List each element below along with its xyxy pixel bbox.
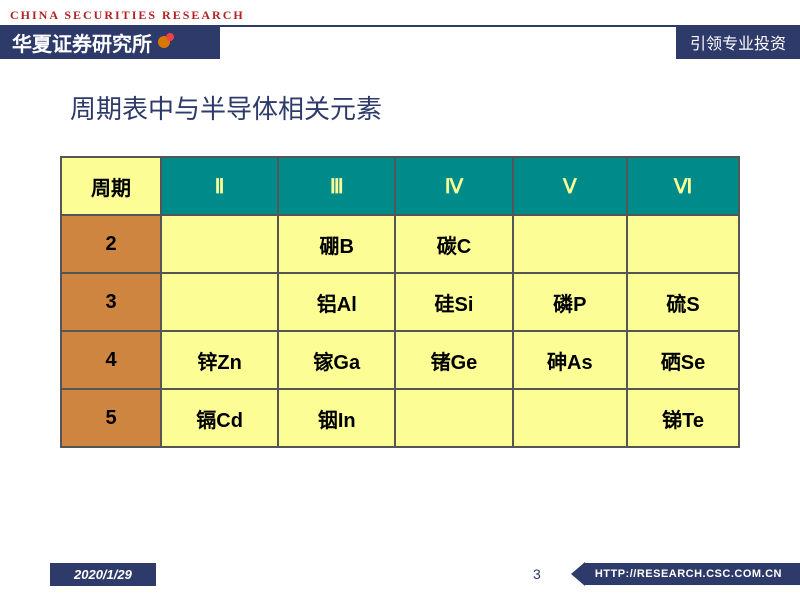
triangle-icon: [571, 562, 585, 586]
element-cell: [513, 389, 628, 447]
element-cell: [395, 389, 512, 447]
col-header: Ⅵ: [627, 157, 739, 215]
footer-url-block: HTTP://RESEARCH.CSC.COM.CN: [571, 562, 800, 586]
tagline: 引领专业投资: [676, 25, 800, 59]
element-cell: [627, 215, 739, 273]
element-cell: 硼B: [278, 215, 395, 273]
footer-date: 2020/1/29: [50, 563, 156, 586]
periodic-table: 周期 Ⅱ Ⅲ Ⅳ Ⅴ Ⅵ 2 硼B 碳C 3 铝Al 硅Si 磷P 硫S 4 锌…: [60, 156, 740, 448]
table-corner: 周期: [61, 157, 161, 215]
element-cell: 磷P: [513, 273, 628, 331]
element-cell: 硒Se: [627, 331, 739, 389]
row-header: 3: [61, 273, 161, 331]
element-cell: 铟In: [278, 389, 395, 447]
element-cell: [161, 273, 278, 331]
brand-chinese-block: 华夏证券研究所: [0, 25, 220, 59]
element-cell: 锑Te: [627, 389, 739, 447]
element-cell: [161, 215, 278, 273]
slide-title: 周期表中与半导体相关元素: [70, 89, 800, 126]
header-divider: [220, 25, 676, 59]
element-cell: [513, 215, 628, 273]
footer: 2020/1/29 3 HTTP://RESEARCH.CSC.COM.CN: [0, 562, 800, 586]
col-header: Ⅴ: [513, 157, 628, 215]
header-bar: 华夏证券研究所 引领专业投资: [0, 25, 800, 59]
element-cell: 硅Si: [395, 273, 512, 331]
footer-url: HTTP://RESEARCH.CSC.COM.CN: [585, 563, 800, 585]
element-cell: 铝Al: [278, 273, 395, 331]
element-cell: 砷As: [513, 331, 628, 389]
element-cell: 锌Zn: [161, 331, 278, 389]
element-cell: 镓Ga: [278, 331, 395, 389]
col-header: Ⅱ: [161, 157, 278, 215]
brand-chinese: 华夏证券研究所: [12, 28, 152, 57]
brand-english: CHINA SECURITIES RESEARCH: [0, 0, 800, 23]
row-header: 4: [61, 331, 161, 389]
logo-icon: [158, 33, 176, 51]
row-header: 2: [61, 215, 161, 273]
element-cell: 硫S: [627, 273, 739, 331]
page-number: 3: [533, 566, 541, 582]
col-header: Ⅳ: [395, 157, 512, 215]
element-cell: 碳C: [395, 215, 512, 273]
col-header: Ⅲ: [278, 157, 395, 215]
element-cell: 镉Cd: [161, 389, 278, 447]
element-cell: 锗Ge: [395, 331, 512, 389]
row-header: 5: [61, 389, 161, 447]
